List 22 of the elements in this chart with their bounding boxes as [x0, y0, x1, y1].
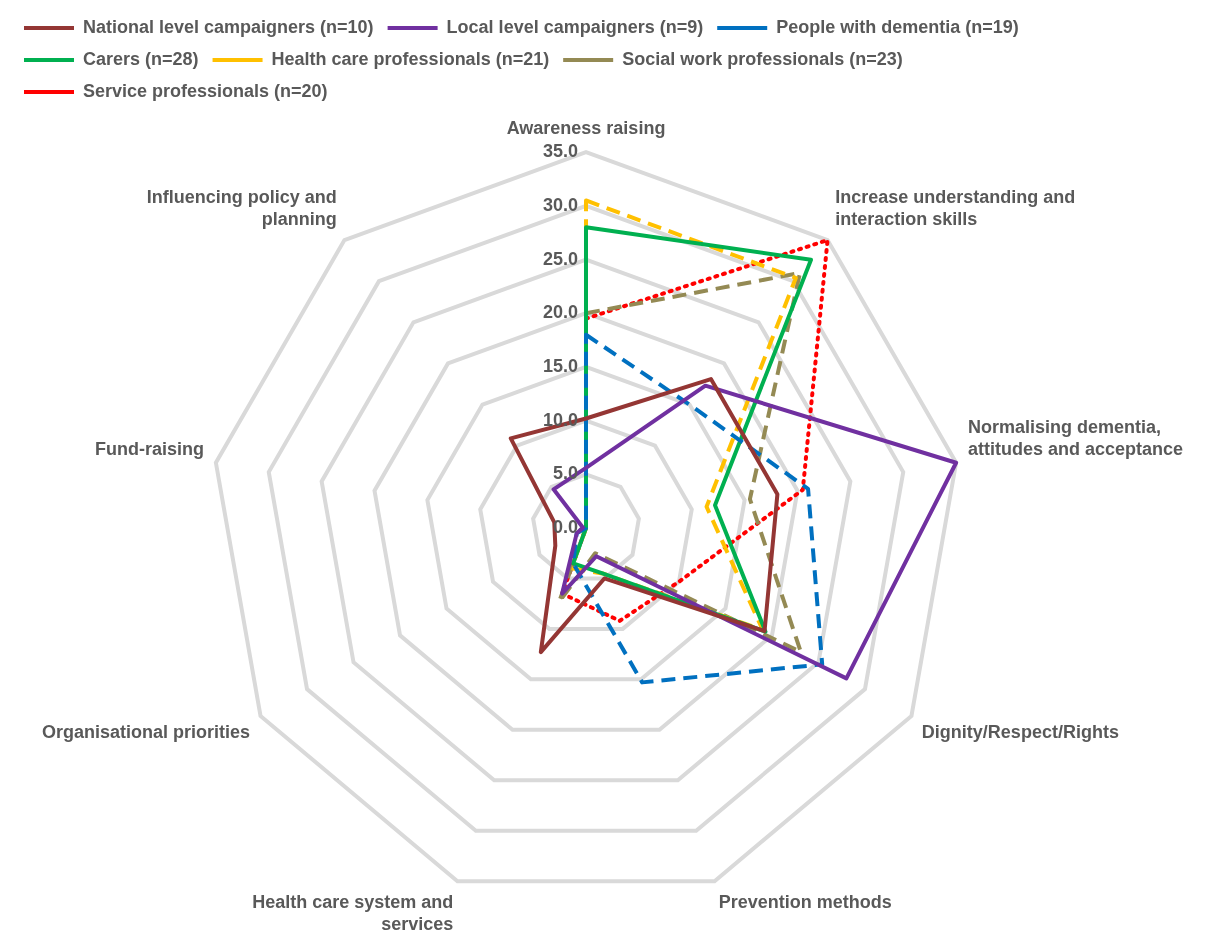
spoke-label: Influencing policy and planning	[146, 187, 337, 230]
legend-label: National level campaigners (n=10)	[83, 16, 374, 37]
spoke-label: Fund-raising	[95, 438, 205, 459]
y-tick-label: 30.0	[542, 194, 578, 215]
spoke-label: Prevention methods	[718, 892, 892, 913]
legend-label: Local level campaigners (n=9)	[446, 16, 704, 37]
legend-label: Service professionals (n=20)	[83, 80, 328, 101]
legend-label: Carers (n=28)	[83, 48, 199, 69]
y-tick-label: 25.0	[542, 248, 578, 269]
y-tick-label: 15.0	[542, 355, 578, 376]
legend-label: Social work professionals (n=23)	[622, 48, 903, 69]
y-tick-label: 5.0	[552, 463, 578, 484]
spoke-label: Increase understanding and interaction skills	[835, 187, 1076, 230]
y-tick-label: 35.0	[542, 141, 578, 162]
y-tick-label: 20.0	[542, 302, 578, 323]
legend-label: Health care professionals (n=21)	[271, 48, 550, 69]
spoke-label: Awareness raising	[506, 118, 666, 139]
spoke-label: Health care system and services	[252, 892, 454, 934]
spoke-label: Dignity/Respect/Rights	[921, 721, 1119, 742]
spoke-label: Organisational priorities	[42, 721, 251, 742]
legend-label: People with dementia (n=19)	[776, 16, 1019, 37]
spoke-label: Normalising dementia, attitudes and acceptance	[967, 417, 1184, 459]
